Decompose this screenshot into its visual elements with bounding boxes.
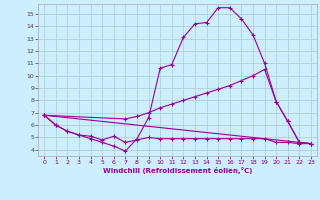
X-axis label: Windchill (Refroidissement éolien,°C): Windchill (Refroidissement éolien,°C) <box>103 167 252 174</box>
